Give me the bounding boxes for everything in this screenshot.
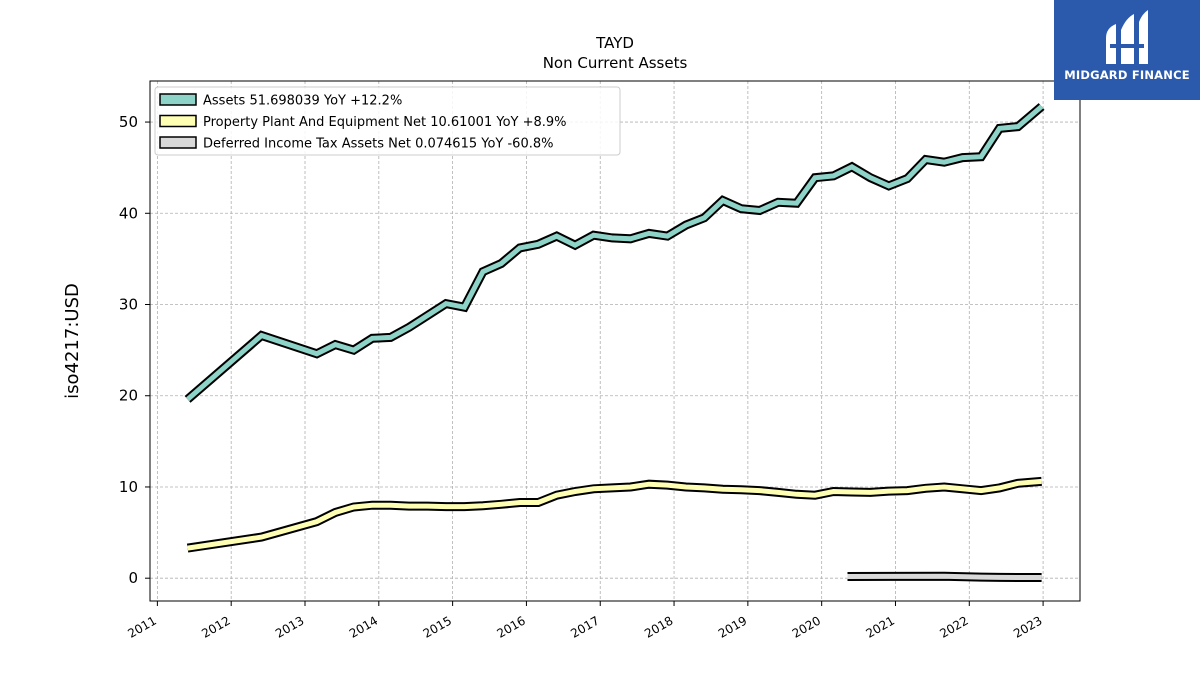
x-tick-label: 2014: [347, 613, 380, 640]
logo-mark-icon: [1106, 10, 1148, 64]
legend: Assets 51.698039 YoY +12.2% Property Plan…: [154, 86, 621, 156]
chart-subtitle: Non Current Assets: [543, 54, 688, 72]
x-tick-label: 2023: [1011, 613, 1044, 640]
legend-label: Property Plant And Equipment Net 10.6100…: [203, 115, 567, 130]
y-tick-label: 20: [119, 387, 138, 405]
chart-title: TAYD: [595, 34, 634, 52]
x-tick-label: 2016: [494, 613, 527, 640]
plot-frame: [149, 80, 1081, 602]
legend-box: [154, 86, 621, 156]
y-tick-label: 30: [119, 296, 138, 314]
legend-label: Deferred Income Tax Assets Net 0.074615 …: [203, 137, 553, 152]
series-line-0: [185, 104, 1044, 402]
x-tick-label: 2015: [421, 613, 454, 640]
logo-text: MIDGARD FINANCE: [1064, 68, 1190, 82]
legend-label: Assets 51.698039 YoY +12.2%: [203, 94, 402, 109]
x-tick-label: 2011: [125, 613, 158, 640]
x-tick-label: 2018: [642, 613, 675, 640]
x-tick-label: 2022: [937, 613, 970, 640]
x-tick-label: 2013: [273, 613, 306, 640]
series-lines: [184, 103, 1045, 582]
y-tick-label: 50: [119, 113, 138, 131]
x-tick-label: 2020: [790, 613, 823, 640]
series-line-2: [847, 573, 1042, 580]
x-tick-label: 2021: [864, 613, 897, 640]
y-tick-label: 40: [119, 204, 138, 222]
y-axis-label: iso4217:USD: [62, 283, 83, 399]
y-tick-label: 0: [128, 569, 138, 587]
x-tick-label: 2017: [568, 613, 601, 640]
x-tick-label: 2012: [199, 613, 232, 640]
y-tick-label: 10: [119, 478, 138, 496]
brand-logo: MIDGARD FINANCE: [1054, 0, 1200, 100]
legend-swatch: [159, 93, 197, 106]
legend-swatch: [159, 136, 197, 149]
series-line-1: [187, 478, 1042, 551]
legend-swatch: [159, 114, 197, 128]
x-tick-label: 2019: [716, 613, 749, 640]
axis-ticks: 2011 2012 2013 2014 2015 2016 2017 2018 2019 2020…: [119, 113, 1045, 641]
